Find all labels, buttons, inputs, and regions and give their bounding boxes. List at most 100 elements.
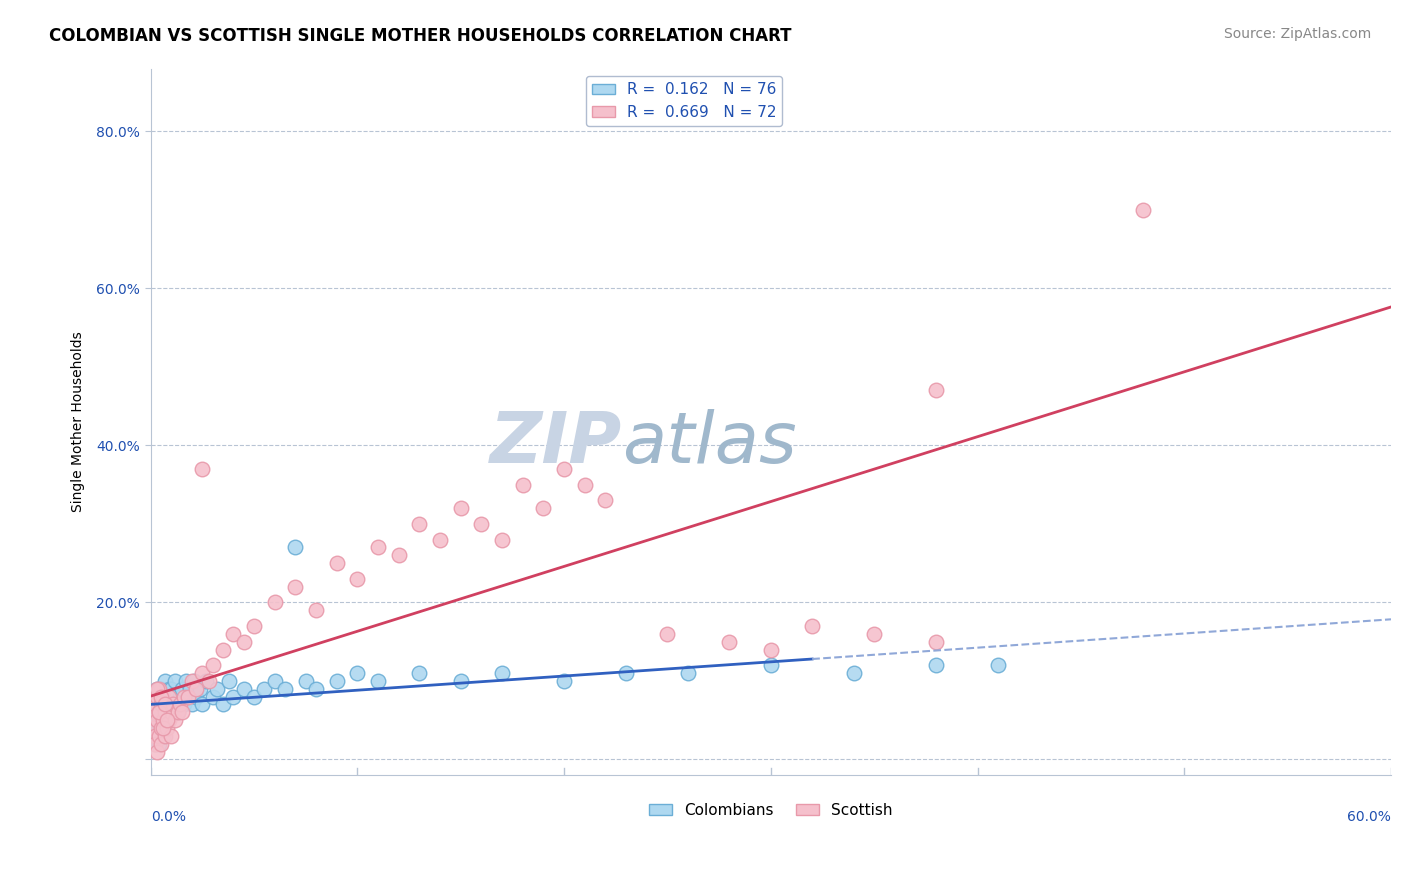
Point xyxy=(595,493,617,508)
Point xyxy=(169,698,191,712)
Point xyxy=(149,706,172,720)
Point xyxy=(863,627,886,641)
Point xyxy=(156,698,179,712)
Text: atlas: atlas xyxy=(621,409,797,477)
Point xyxy=(153,706,176,720)
Point xyxy=(153,729,176,743)
Point xyxy=(165,698,187,712)
Point xyxy=(148,681,170,696)
Point xyxy=(152,721,174,735)
Point xyxy=(759,658,782,673)
Point xyxy=(146,681,169,696)
Point xyxy=(925,384,948,398)
Point xyxy=(232,634,254,648)
Point xyxy=(149,690,172,704)
Point xyxy=(305,681,328,696)
Point xyxy=(759,642,782,657)
Point xyxy=(152,713,174,727)
Point xyxy=(148,706,170,720)
Point xyxy=(533,501,555,516)
Text: 60.0%: 60.0% xyxy=(1347,811,1391,824)
Point xyxy=(149,681,172,696)
Point xyxy=(657,627,679,641)
Point xyxy=(142,721,165,735)
Point xyxy=(173,690,195,704)
Point xyxy=(152,690,174,704)
Point xyxy=(325,673,347,688)
Text: 0.0%: 0.0% xyxy=(150,811,186,824)
Point xyxy=(346,572,368,586)
Point xyxy=(450,673,472,688)
Point xyxy=(152,698,174,712)
Point xyxy=(165,713,187,727)
Point xyxy=(177,690,200,704)
Point xyxy=(470,516,492,531)
Point xyxy=(201,690,224,704)
Point xyxy=(614,666,637,681)
Point xyxy=(146,713,169,727)
Point xyxy=(160,706,183,720)
Point xyxy=(491,666,513,681)
Point xyxy=(222,627,245,641)
Point xyxy=(179,681,201,696)
Point xyxy=(157,698,180,712)
Point xyxy=(174,673,197,688)
Point xyxy=(157,713,180,727)
Point xyxy=(148,729,170,743)
Point xyxy=(232,681,254,696)
Point xyxy=(574,477,596,491)
Point xyxy=(801,619,824,633)
Point xyxy=(143,737,166,751)
Point xyxy=(925,658,948,673)
Y-axis label: Single Mother Households: Single Mother Households xyxy=(72,332,86,512)
Point xyxy=(148,737,170,751)
Point xyxy=(243,619,266,633)
Point xyxy=(143,698,166,712)
Point xyxy=(676,666,699,681)
Point xyxy=(222,690,245,704)
Point xyxy=(148,706,170,720)
Point xyxy=(146,729,169,743)
Point xyxy=(143,721,166,735)
Point xyxy=(191,698,214,712)
Point xyxy=(218,673,240,688)
Point xyxy=(263,673,285,688)
Point xyxy=(146,745,169,759)
Point xyxy=(367,541,389,555)
Legend: Colombians, Scottish: Colombians, Scottish xyxy=(643,797,898,824)
Point xyxy=(142,706,165,720)
Point xyxy=(201,658,224,673)
Point xyxy=(153,698,176,712)
Point xyxy=(149,713,172,727)
Point xyxy=(142,729,165,743)
Point xyxy=(491,533,513,547)
Point xyxy=(143,713,166,727)
Point xyxy=(143,729,166,743)
Point xyxy=(157,690,180,704)
Point xyxy=(149,721,172,735)
Point xyxy=(842,666,865,681)
Point xyxy=(205,681,228,696)
Point xyxy=(184,690,207,704)
Point xyxy=(156,713,179,727)
Point xyxy=(191,666,214,681)
Point xyxy=(160,706,183,720)
Point xyxy=(325,556,347,570)
Point xyxy=(429,533,451,547)
Point xyxy=(149,721,172,735)
Point xyxy=(146,706,169,720)
Text: Source: ZipAtlas.com: Source: ZipAtlas.com xyxy=(1223,27,1371,41)
Point xyxy=(512,477,534,491)
Point xyxy=(146,729,169,743)
Point xyxy=(160,681,183,696)
Point xyxy=(152,690,174,704)
Point xyxy=(166,706,188,720)
Point xyxy=(152,721,174,735)
Point xyxy=(408,666,430,681)
Point xyxy=(170,681,193,696)
Point xyxy=(718,634,741,648)
Point xyxy=(170,706,193,720)
Point xyxy=(553,673,575,688)
Point xyxy=(156,713,179,727)
Point xyxy=(169,690,191,704)
